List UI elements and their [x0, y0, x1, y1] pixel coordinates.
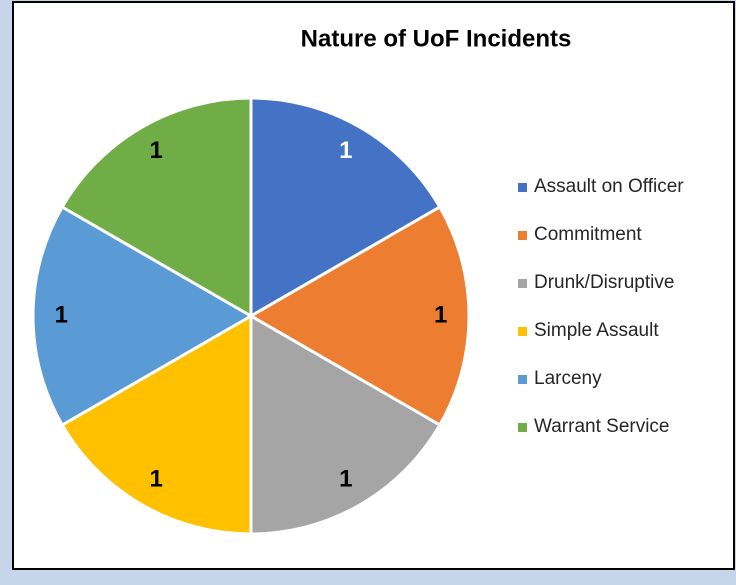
legend-label: Warrant Service: [534, 416, 670, 437]
legend-swatch: [518, 423, 527, 432]
data-label: 1: [149, 466, 162, 493]
pie-slice: [60, 313, 253, 536]
legend-swatch: [518, 183, 527, 192]
pie-slice: [249, 96, 442, 319]
legend-swatch: [518, 375, 527, 384]
pie-slice: [249, 313, 442, 536]
data-label: 1: [149, 137, 162, 164]
data-label: 1: [339, 137, 352, 164]
legend-label: Drunk/Disruptive: [534, 272, 674, 293]
data-label: 1: [434, 301, 447, 328]
pie-slice: [31, 204, 254, 428]
legend-swatch: [518, 231, 527, 240]
chart-title: Nature of UoF Incidents: [301, 25, 572, 52]
legend-label: Commitment: [534, 224, 642, 245]
legend-swatch: [518, 327, 527, 336]
data-label: 1: [55, 301, 68, 328]
legend-label: Assault on Officer: [534, 176, 684, 197]
legend-label: Larceny: [534, 368, 602, 389]
pie-slice: [60, 96, 253, 319]
legend-swatch: [518, 279, 527, 288]
pie-slice: [247, 204, 471, 428]
data-label: 1: [339, 466, 352, 493]
legend-label: Simple Assault: [534, 320, 659, 341]
